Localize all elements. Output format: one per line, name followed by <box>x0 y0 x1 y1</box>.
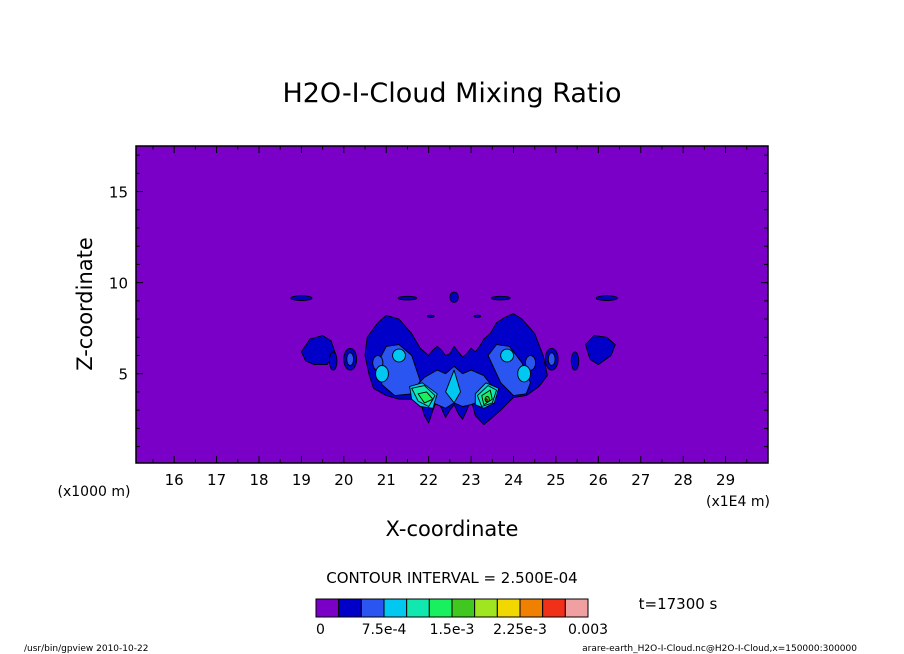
contour-region-level-3 <box>375 365 389 383</box>
contour-region-level-3 <box>392 348 406 363</box>
contour-region-level-1 <box>570 351 580 371</box>
colorbar-swatch <box>564 598 589 618</box>
y-tick-label: 5 <box>118 366 128 384</box>
contour-region-level-3 <box>445 369 461 404</box>
colorbar-tick-label: 7.5e-4 <box>362 622 407 638</box>
colorbar-tick-label: 0.003 <box>568 622 608 638</box>
contour-region-level-1 <box>397 295 418 301</box>
contour-region-level-2 <box>487 344 531 397</box>
contour-region-level-3 <box>517 365 531 383</box>
y-axis-label: Z-coordinate <box>73 237 97 371</box>
colorbar-tick-label: 0 <box>316 622 325 638</box>
x-unit-label: (x1E4 m) <box>706 494 770 510</box>
contour-interval-text: CONTOUR INTERVAL = 2.500E-04 <box>326 569 577 587</box>
contour-fills <box>290 291 618 426</box>
x-tick-label: 16 <box>165 471 184 489</box>
colorbar-swatch <box>496 598 521 618</box>
colorbar-swatch <box>383 598 408 618</box>
x-tick-label: 18 <box>249 471 268 489</box>
colorbar-swatch <box>519 598 544 618</box>
x-tick-label: 25 <box>546 471 565 489</box>
contour-region-level-3 <box>500 348 514 363</box>
x-tick-label: 19 <box>292 471 311 489</box>
contour-region-level-1 <box>585 335 616 366</box>
contour-region-level-9 <box>485 398 488 402</box>
colorbar-tick-label: 2.25e-3 <box>493 622 547 638</box>
contour-region-level-1 <box>491 295 511 301</box>
contour-region-level-1 <box>290 295 313 301</box>
footer-right: arare-earth_H2O-I-Cloud.nc@H2O-I-Cloud,x… <box>582 644 857 654</box>
x-tick-label: 24 <box>504 471 523 489</box>
axis-ticks: 16 17 18 19 20 21 22 23 24 25 26 27 28 29 5 10 15 <box>109 146 768 489</box>
plot-frame <box>135 145 769 464</box>
colorbar-swatch <box>428 598 453 618</box>
colorbar-swatch <box>474 598 498 618</box>
colorbar: 0 7.5e-4 1.5e-3 2.25e-3 0.003 <box>315 598 608 638</box>
plot-area: 16 17 18 19 20 21 22 23 24 25 26 27 28 29 5 10 15 <box>109 145 769 489</box>
contour-region-level-1 <box>595 295 618 301</box>
colorbar-swatch <box>542 598 566 618</box>
x-tick-label: 17 <box>207 471 226 489</box>
plot-background <box>136 146 768 463</box>
y-tick-label: 15 <box>109 184 128 202</box>
contour-region-level-2 <box>377 344 421 397</box>
colorbar-swatch <box>406 598 430 618</box>
colorbar-swatch <box>360 598 385 618</box>
colorbar-swatch <box>315 598 340 618</box>
footer-left: /usr/bin/gpview 2010-10-22 <box>24 644 148 654</box>
time-label: t=17300 s <box>639 595 718 613</box>
x-tick-label: 22 <box>419 471 438 489</box>
x-tick-label: 27 <box>631 471 650 489</box>
y-tick-label: 10 <box>109 275 128 293</box>
colorbar-swatch <box>338 598 362 618</box>
contour-region-level-1 <box>473 314 482 318</box>
colorbar-tick-label: 1.5e-3 <box>430 622 475 638</box>
contour-region-level-2 <box>524 355 537 371</box>
x-tick-label: 26 <box>589 471 608 489</box>
contour-region-level-1 <box>328 351 338 371</box>
contour-region-level-2 <box>346 352 355 367</box>
contour-region-level-2 <box>547 352 556 367</box>
x-tick-label: 20 <box>334 471 353 489</box>
x-axis-label: X-coordinate <box>386 517 519 541</box>
x-tick-label: 23 <box>462 471 481 489</box>
colorbar-swatch <box>451 598 476 618</box>
contour-region-level-1 <box>449 291 459 303</box>
x-tick-label: 28 <box>674 471 693 489</box>
chart-title: H2O-I-Cloud Mixing Ratio <box>282 78 621 109</box>
contour-region-level-1 <box>426 314 435 318</box>
x-tick-label: 21 <box>377 471 396 489</box>
x-tick-label: 29 <box>716 471 735 489</box>
contour-region-level-5 <box>417 391 434 404</box>
y-unit-label: (x1000 m) <box>58 484 131 500</box>
